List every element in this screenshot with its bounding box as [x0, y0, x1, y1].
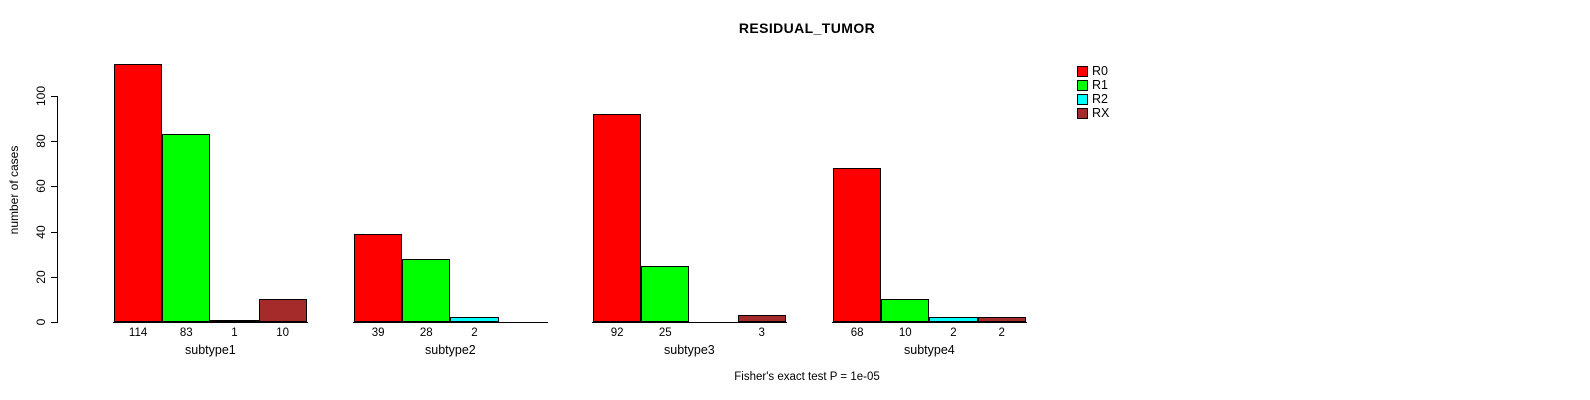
group-baseline — [832, 322, 1027, 323]
bar-subtype1-R0 — [114, 64, 163, 322]
bar-value-label: 68 — [850, 327, 864, 339]
fisher-test-annotation: Fisher's exact test P = 1e-05 — [734, 371, 880, 383]
bar-value-label: 83 — [179, 327, 193, 339]
bar-subtype1-R2 — [210, 320, 259, 322]
category-label: subtype4 — [904, 343, 955, 357]
bar-value-label: 2 — [998, 327, 1005, 339]
y-axis-tick-label: 40 — [34, 224, 48, 239]
y-axis-tick — [51, 276, 57, 278]
bar-subtype2-R1 — [402, 259, 451, 322]
y-axis-tick — [51, 322, 57, 323]
bar-value-label: 1 — [231, 327, 238, 339]
group-baseline — [592, 322, 787, 323]
bar-subtype3-R1 — [641, 266, 690, 322]
category-label: subtype1 — [185, 343, 236, 357]
bar-subtype4-RX — [977, 317, 1026, 322]
bar-subtype2-R2 — [450, 317, 499, 322]
bar-value-label: 10 — [276, 327, 290, 339]
legend-swatch-R1 — [1077, 80, 1088, 91]
y-axis-tick — [51, 96, 57, 97]
bar-value-label: 2 — [471, 327, 478, 339]
y-axis-line — [57, 96, 58, 323]
bar-value-label: 25 — [658, 327, 672, 339]
group-baseline — [113, 322, 308, 323]
y-axis-label: number of cases — [7, 145, 21, 235]
y-axis-tick — [51, 231, 57, 233]
y-axis-tick-label: 80 — [34, 134, 48, 148]
bar-subtype4-R0 — [833, 168, 882, 322]
bar-subtype4-R2 — [929, 317, 978, 322]
y-axis-tick — [51, 186, 57, 188]
legend-swatch-R0 — [1077, 66, 1088, 77]
y-axis-tick-label: 60 — [34, 179, 48, 194]
bar-value-label: 3 — [758, 327, 765, 339]
legend-swatch-RX — [1077, 108, 1088, 119]
legend-label-R0: R0 — [1092, 64, 1108, 78]
bar-value-label: 28 — [419, 327, 433, 339]
bar-value-label: 114 — [128, 327, 148, 339]
chart-title: RESIDUAL_TUMOR — [738, 20, 876, 36]
bar-subtype4-R1 — [881, 299, 930, 322]
bar-value-label: 92 — [610, 327, 624, 339]
bar-value-label: 10 — [898, 327, 912, 339]
bar-subtype2-R0 — [354, 234, 403, 322]
legend-swatch-R2 — [1077, 94, 1088, 105]
legend-label-R1: R1 — [1092, 78, 1108, 92]
category-label: subtype2 — [425, 343, 476, 357]
bar-value-label: 2 — [950, 327, 957, 339]
y-axis-tick-label: 100 — [34, 85, 48, 107]
bar-subtype1-R1 — [162, 134, 211, 322]
bar-value-label: 39 — [371, 327, 385, 339]
legend-label-RX: RX — [1092, 106, 1110, 120]
bar-subtype3-R0 — [593, 114, 642, 322]
y-axis-tick-label: 20 — [34, 270, 48, 284]
bar-subtype3-RX — [737, 315, 786, 322]
category-label: subtype3 — [664, 343, 715, 357]
group-baseline — [353, 322, 548, 323]
legend-label-R2: R2 — [1092, 92, 1108, 106]
bar-subtype1-RX — [258, 299, 307, 322]
y-axis-tick-label: 0 — [34, 318, 48, 326]
y-axis-tick — [51, 141, 57, 143]
